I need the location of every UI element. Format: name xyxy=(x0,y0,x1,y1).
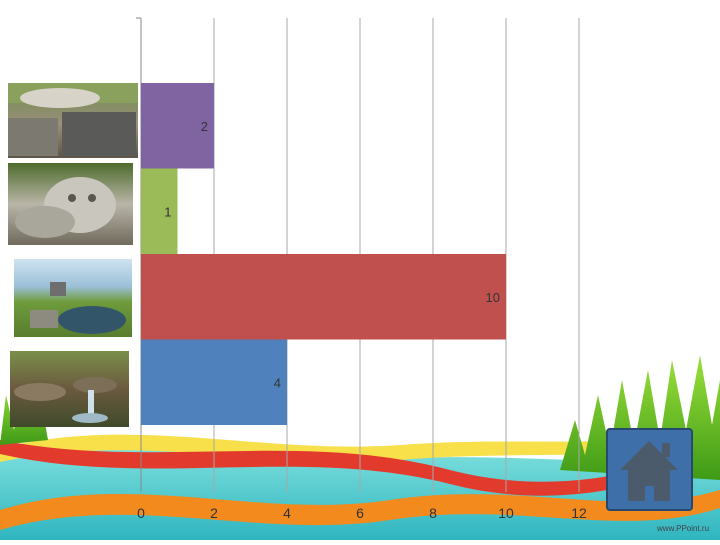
x-tick-label: 10 xyxy=(498,505,514,521)
bar xyxy=(141,254,506,340)
orange-stripe xyxy=(0,490,720,530)
bar xyxy=(141,339,287,425)
x-tick-label: 4 xyxy=(283,505,291,521)
data-labels: 4 10 1 2 xyxy=(164,119,500,391)
spring-stream-photo xyxy=(10,351,129,427)
bars xyxy=(141,83,506,425)
x-tick-labels: 0 2 4 6 8 10 12 xyxy=(137,505,587,521)
yellow-stripe xyxy=(0,430,720,462)
x-tick-label: 2 xyxy=(210,505,218,521)
stone-channel-spring-photo xyxy=(8,83,138,158)
x-tick-label: 12 xyxy=(571,505,587,521)
x-tick-label: 8 xyxy=(429,505,437,521)
data-label: 10 xyxy=(486,290,500,305)
x-tick-label: 0 xyxy=(137,505,145,521)
bar xyxy=(141,168,178,254)
bar xyxy=(141,83,214,169)
category-images xyxy=(8,83,138,427)
stone-face-sculpture-photo xyxy=(8,163,133,245)
watermark: www.PPoint.ru xyxy=(656,524,709,533)
data-label: 4 xyxy=(274,375,281,390)
home-icon xyxy=(620,441,678,501)
data-label: 1 xyxy=(164,204,171,219)
x-tick-label: 6 xyxy=(356,505,364,521)
home-button[interactable] xyxy=(606,428,693,511)
data-label: 2 xyxy=(201,119,208,134)
pond-spring-photo xyxy=(14,259,132,337)
